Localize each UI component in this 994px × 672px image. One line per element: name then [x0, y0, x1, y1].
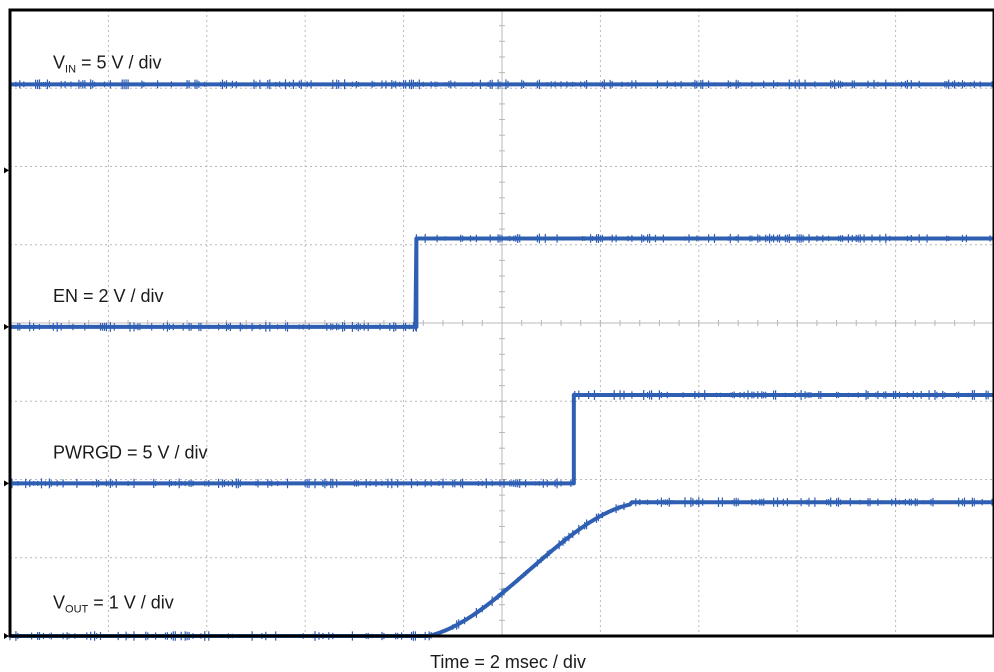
channel-marker-0 [4, 167, 9, 174]
grid [9, 9, 994, 637]
channel-markers [4, 167, 9, 639]
channel-label-1: EN = 2 V / div [53, 286, 164, 306]
trace-noise-0 [9, 79, 993, 90]
traces [9, 79, 994, 641]
trace-noise-2 [11, 390, 989, 489]
channel-labels: VIN = 5 V / div EN = 2 V / div PWRGD = 5 V… [53, 53, 208, 616]
channel-label-3: VOUT = 1 V / div [53, 593, 174, 616]
channel-label-0: VIN = 5 V / div [53, 53, 162, 76]
channel-label-2: PWRGD = 5 V / div [53, 442, 208, 462]
channel-marker-3 [4, 633, 9, 639]
trace-noise-1 [9, 233, 991, 332]
channel-marker-1 [4, 323, 9, 330]
channel-marker-2 [4, 480, 9, 487]
x-axis-label: Time = 2 msec / div [430, 652, 586, 672]
plot-frame [8, 8, 994, 638]
